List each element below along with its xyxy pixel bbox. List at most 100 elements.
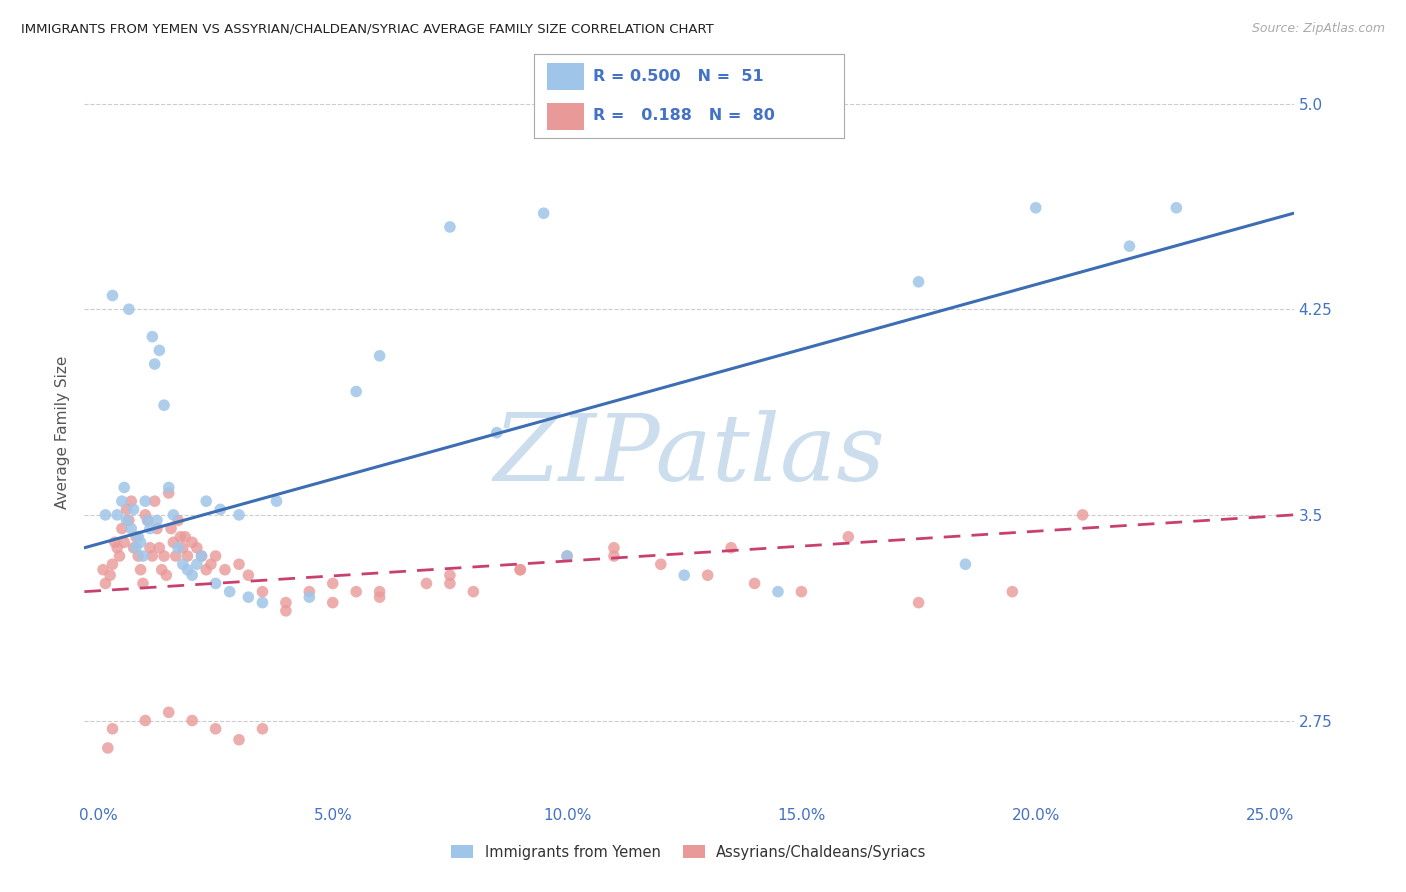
Point <box>274 604 297 618</box>
Point <box>204 722 226 736</box>
Point <box>136 513 159 527</box>
Point <box>204 549 226 563</box>
Text: ZIPatlas: ZIPatlas <box>494 409 884 500</box>
Point <box>209 502 232 516</box>
Point <box>129 563 152 577</box>
Point <box>720 541 742 555</box>
Point <box>228 508 250 522</box>
Point <box>146 522 169 536</box>
Point <box>162 535 184 549</box>
Point <box>134 508 156 522</box>
Point <box>118 513 141 527</box>
Point <box>141 549 163 563</box>
Text: IMMIGRANTS FROM YEMEN VS ASSYRIAN/CHALDEAN/SYRIAC AVERAGE FAMILY SIZE CORRELATIO: IMMIGRANTS FROM YEMEN VS ASSYRIAN/CHALDE… <box>21 22 714 36</box>
Point <box>1001 584 1024 599</box>
Point <box>105 508 128 522</box>
Point <box>134 494 156 508</box>
Point <box>176 563 198 577</box>
Point <box>108 549 131 563</box>
Point <box>148 343 170 358</box>
Point <box>94 576 117 591</box>
Point <box>127 549 149 563</box>
Point <box>172 541 194 555</box>
Point <box>167 541 190 555</box>
Point <box>162 508 184 522</box>
Point <box>112 535 135 549</box>
Point <box>228 732 250 747</box>
Point <box>160 522 183 536</box>
Point <box>186 541 208 555</box>
Point <box>129 535 152 549</box>
Point <box>673 568 696 582</box>
Point <box>238 568 260 582</box>
Text: Source: ZipAtlas.com: Source: ZipAtlas.com <box>1251 22 1385 36</box>
Point <box>907 275 929 289</box>
Point <box>143 357 166 371</box>
Point <box>181 568 204 582</box>
Point <box>368 349 391 363</box>
Point <box>153 398 176 412</box>
Point <box>139 541 162 555</box>
Point <box>143 494 166 508</box>
Point <box>115 513 138 527</box>
Point <box>298 590 321 604</box>
Point <box>252 596 274 610</box>
Point <box>485 425 508 440</box>
Point <box>1071 508 1094 522</box>
Point <box>790 584 813 599</box>
Point <box>368 590 391 604</box>
Point <box>172 558 194 572</box>
Point <box>120 494 142 508</box>
Point <box>195 563 218 577</box>
Point <box>415 576 437 591</box>
Point <box>509 563 531 577</box>
Point <box>344 584 367 599</box>
Point <box>101 288 124 302</box>
Legend: Immigrants from Yemen, Assyrians/Chaldeans/Syriacs: Immigrants from Yemen, Assyrians/Chaldea… <box>446 839 932 866</box>
Bar <box>547 62 583 90</box>
Point <box>127 530 149 544</box>
Point <box>176 549 198 563</box>
Point <box>98 568 121 582</box>
Point <box>141 329 163 343</box>
Point <box>1118 239 1140 253</box>
Point <box>125 530 148 544</box>
Point <box>139 522 162 536</box>
Point <box>696 568 718 582</box>
Point <box>200 558 222 572</box>
Point <box>97 741 120 756</box>
Point <box>157 486 180 500</box>
Point <box>463 584 485 599</box>
Point <box>190 549 212 563</box>
Point <box>322 596 344 610</box>
Point <box>132 576 155 591</box>
Point <box>136 513 159 527</box>
Point <box>439 576 461 591</box>
Point <box>555 549 578 563</box>
Point <box>1025 201 1047 215</box>
Point <box>298 584 321 599</box>
Point <box>274 596 297 610</box>
Point <box>214 563 236 577</box>
Point <box>91 563 114 577</box>
Point <box>111 494 134 508</box>
Point <box>111 522 134 536</box>
Point <box>125 541 148 555</box>
Point <box>101 558 124 572</box>
Point <box>228 558 250 572</box>
Point <box>603 541 626 555</box>
Point <box>603 549 626 563</box>
Point <box>101 722 124 736</box>
Point <box>266 494 288 508</box>
Point <box>150 563 173 577</box>
Bar <box>547 103 583 130</box>
Point <box>650 558 672 572</box>
Point <box>218 584 240 599</box>
Point <box>169 530 191 544</box>
Point <box>165 549 187 563</box>
Y-axis label: Average Family Size: Average Family Size <box>55 356 70 509</box>
Point <box>439 219 461 234</box>
Point <box>174 530 197 544</box>
Text: R =   0.188   N =  80: R = 0.188 N = 80 <box>593 108 775 123</box>
Point <box>157 706 180 720</box>
